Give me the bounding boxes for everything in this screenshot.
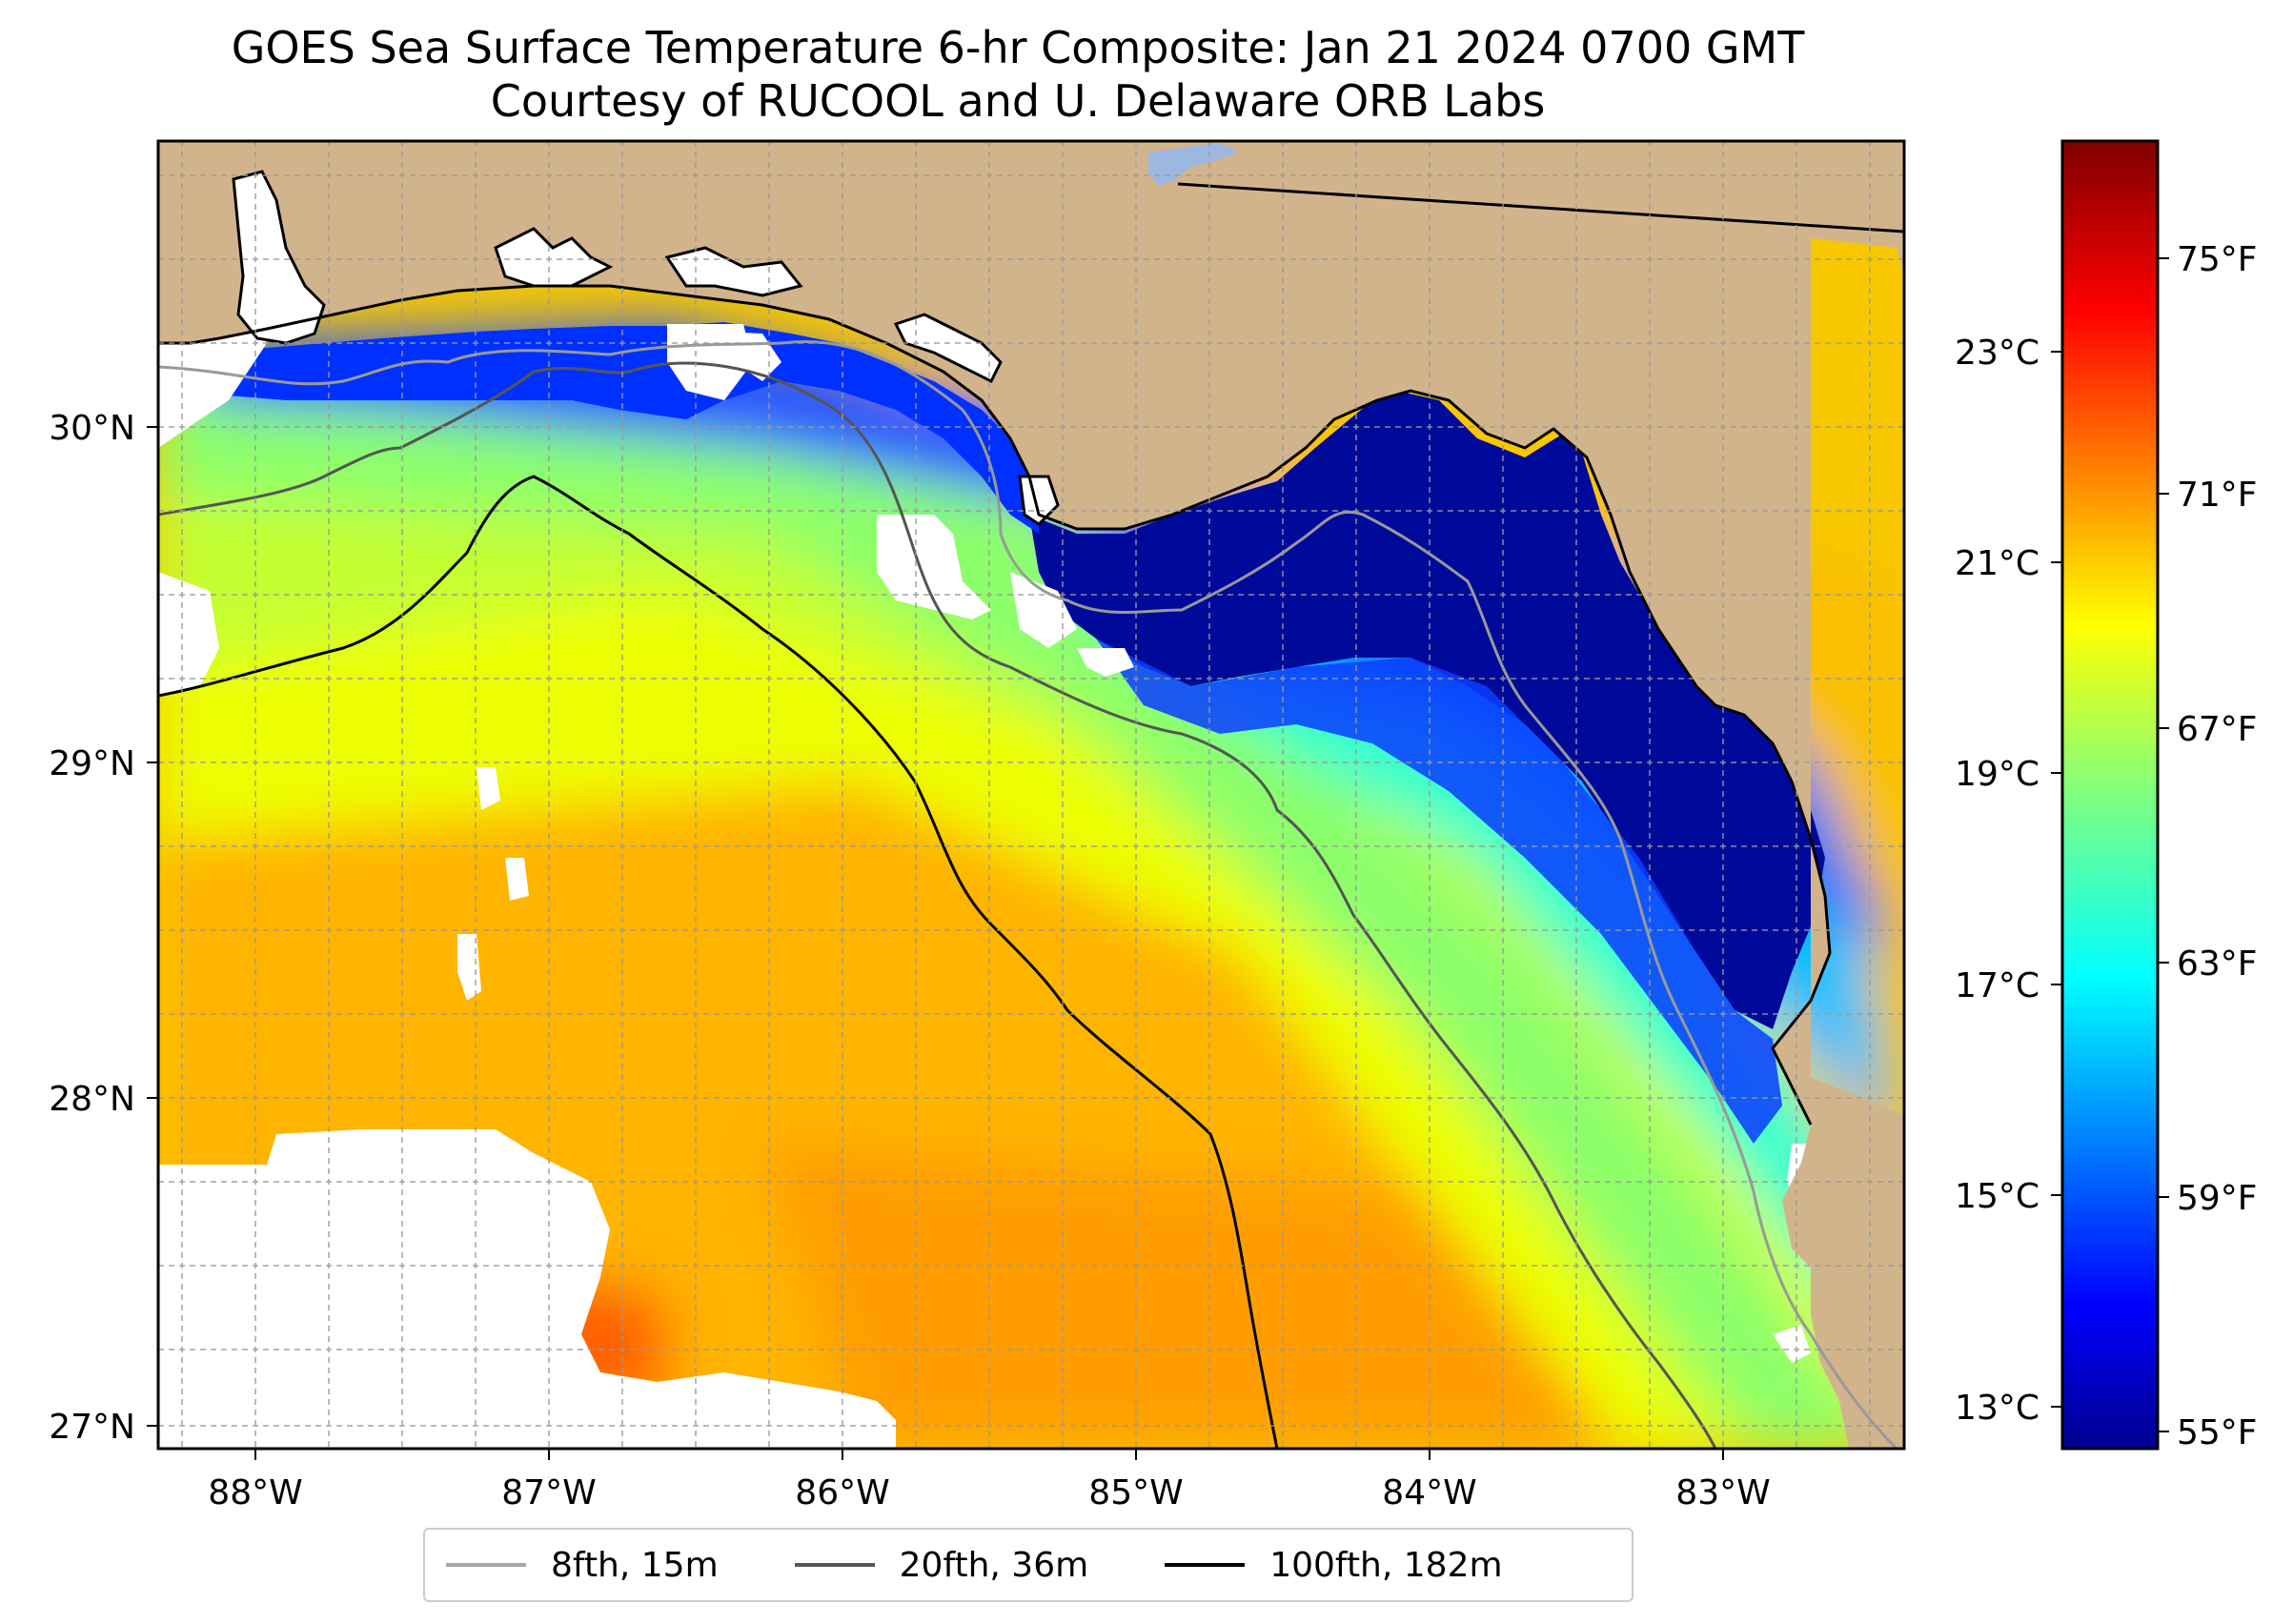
land-mass — [158, 141, 1904, 1268]
legend-label: 20fth, 36m — [899, 1545, 1089, 1585]
colorbar-celsius-label: 17°C — [1955, 966, 2039, 1005]
legend: 8fth, 15m 20fth, 36m 100fth, 182m — [423, 1528, 1634, 1602]
legend-item-8fth: 8fth, 15m — [425, 1546, 719, 1585]
lon-tick-label: 83°W — [1675, 1473, 1770, 1512]
lat-tick-label: 29°N — [49, 744, 135, 783]
lat-tick-label: 28°N — [49, 1080, 135, 1119]
colorbar-celsius-label: 19°C — [1955, 755, 2039, 794]
colorbar-fahrenheit-label: 63°F — [2177, 944, 2258, 984]
cool-water-band — [1096, 639, 1782, 1144]
colorbar-fahrenheit-label: 59°F — [2177, 1179, 2258, 1218]
legend-swatch-20fth — [794, 1563, 875, 1567]
cold-water-band — [1029, 393, 1825, 1029]
legend-label: 100fth, 182m — [1269, 1545, 1503, 1585]
lon-tick-label: 88°W — [208, 1473, 302, 1512]
legend-label: 8fth, 15m — [551, 1545, 719, 1585]
chart-title-line-2: Courtesy of RUCOOL and U. Delaware ORB L… — [490, 75, 1546, 127]
colorbar-ticks — [2051, 257, 2169, 1432]
panhandle-nearshore-band — [200, 322, 1039, 534]
legend-swatch-8fth — [446, 1563, 526, 1567]
lon-tick-label: 87°W — [501, 1473, 596, 1512]
colorbar-fahrenheit-label: 55°F — [2177, 1413, 2258, 1452]
colorbar-celsius-label: 21°C — [1955, 544, 2039, 583]
axis-ticks — [147, 426, 1724, 1460]
gridlines — [158, 141, 1904, 1449]
lon-tick-label: 86°W — [795, 1473, 889, 1512]
land-mass-south — [1811, 1077, 1904, 1449]
colorbar-fahrenheit-label: 67°F — [2177, 710, 2258, 749]
lon-tick-label: 85°W — [1088, 1473, 1183, 1512]
colorbar-fahrenheit-label: 71°F — [2177, 476, 2258, 515]
lon-tick-label: 84°W — [1382, 1473, 1476, 1512]
map-frame — [156, 139, 1906, 1451]
state-boundary-line — [1177, 182, 1904, 233]
colorbar-celsius-label: 15°C — [1955, 1177, 2039, 1216]
lat-tick-label: 30°N — [49, 409, 135, 448]
isobath-8fth — [158, 340, 1898, 1449]
legend-swatch-100fth — [1165, 1563, 1246, 1567]
isobath-100fth — [158, 475, 1279, 1449]
legend-item-20fth: 20fth, 36m — [774, 1545, 1089, 1585]
lat-tick-label: 27°N — [49, 1408, 135, 1447]
map-area — [158, 141, 1904, 1449]
isobath-20fth — [158, 361, 1717, 1449]
legend-item-100fth: 100fth, 182m — [1144, 1545, 1503, 1585]
colorbar-celsius-label: 13°C — [1955, 1389, 2039, 1428]
colorbar-celsius-label: 23°C — [1955, 334, 2039, 373]
colorbar — [2060, 139, 2160, 1451]
chart-title-line-1: GOES Sea Surface Temperature 6-hr Compos… — [231, 22, 1805, 73]
lake — [1148, 143, 1239, 186]
colorbar-fahrenheit-label: 75°F — [2177, 240, 2258, 279]
coastline — [158, 284, 1832, 1126]
